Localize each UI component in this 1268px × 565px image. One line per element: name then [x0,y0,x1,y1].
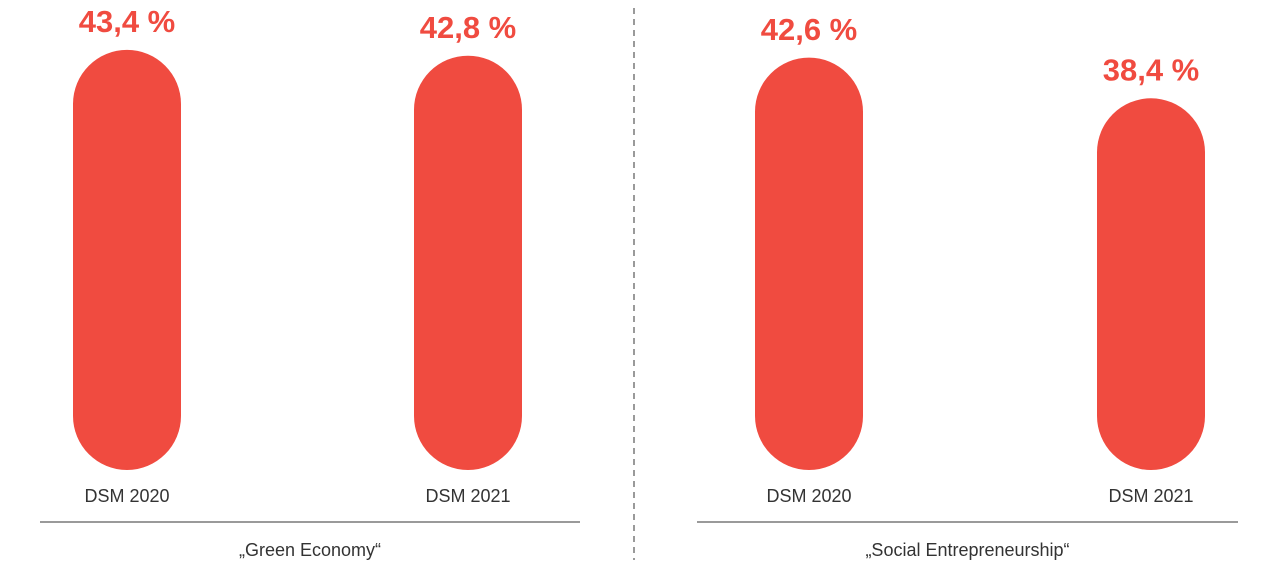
value-label: 42,8 % [420,10,517,45]
category-label: DSM 2020 [84,486,169,506]
bar [414,55,522,471]
value-label: 43,4 % [79,4,176,39]
category-label: DSM 2021 [425,486,510,506]
bar [755,57,863,471]
category-label: DSM 2021 [1108,486,1193,506]
value-label: 38,4 % [1103,52,1200,87]
chart-title: „Social Entrepreneurship“ [865,540,1069,560]
value-label: 42,6 % [761,12,858,47]
bar [73,49,181,470]
bar [1097,98,1205,471]
chart-title: „Green Economy“ [239,540,381,560]
category-label: DSM 2020 [766,486,851,506]
